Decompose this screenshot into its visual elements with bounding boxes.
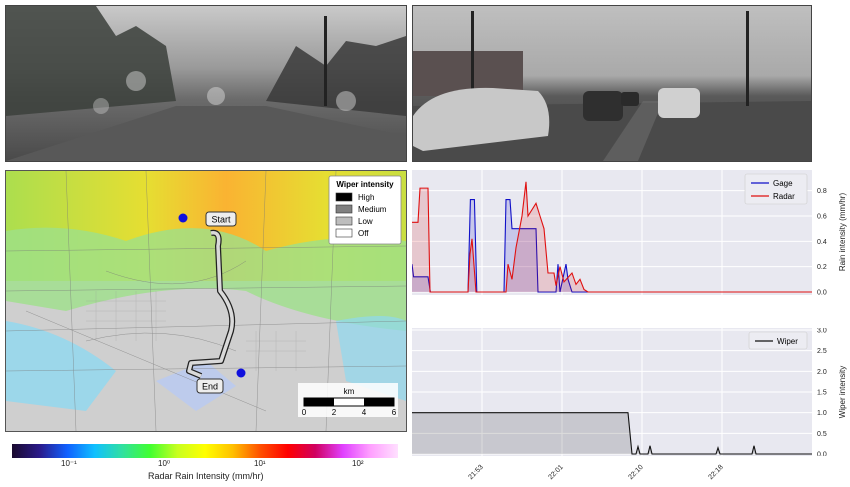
- rain-map: Start End km 0 2 4 6 Wiper intensity Hig…: [5, 170, 407, 432]
- dashcam-right-scene: [413, 11, 811, 161]
- y-tick-label: 1.0: [817, 410, 827, 417]
- rain-intensity-chart: Gage Radar: [412, 170, 812, 295]
- series-line-radar: [412, 181, 812, 293]
- dashcam-right-image: [412, 5, 812, 162]
- svg-text:End: End: [202, 382, 218, 392]
- y-tick-label: 0.2: [817, 264, 827, 271]
- rain-legend: Gage Radar: [744, 173, 808, 205]
- end-label: End: [196, 378, 224, 394]
- map-canvas: Start End km 0 2 4 6 Wiper intensity Hig…: [6, 171, 406, 431]
- series-line-wiper: [412, 412, 812, 455]
- time-xaxis: 21:53 22:01 22:10 22:18: [467, 464, 724, 481]
- y-tick-label: 0.6: [817, 214, 827, 221]
- wiper-yaxis: 0.0 0.5 1.0 1.5 2.0 2.5 3.0 Wiper intensity: [817, 328, 847, 457]
- colorbar-label: Radar Rain Intensity (mm/hr): [148, 471, 264, 481]
- svg-text:Off: Off: [358, 229, 369, 238]
- y-tick-label: 0.5: [817, 431, 827, 438]
- svg-text:Start: Start: [211, 215, 231, 225]
- route-line: [187, 231, 234, 378]
- x-tick-label: 22:01: [547, 464, 564, 481]
- y-tick-label: 2.0: [817, 369, 827, 376]
- svg-text:4: 4: [362, 408, 367, 417]
- radar-colorbar: [12, 444, 398, 458]
- svg-text:Medium: Medium: [358, 205, 387, 214]
- wiper-legend: Wiper: [748, 331, 808, 350]
- x-tick-label: 22:18: [707, 464, 724, 481]
- y-tick-label: 1.5: [817, 390, 827, 397]
- colorbar-tick: 10⁻¹: [61, 459, 77, 468]
- dashcam-left-image: [5, 5, 407, 162]
- svg-text:High: High: [358, 193, 374, 202]
- legend-radar-label: Radar: [773, 192, 795, 201]
- gage-marker-south: [236, 368, 246, 378]
- legend-wiper-label: Wiper: [777, 337, 798, 346]
- start-label: Start: [205, 211, 237, 227]
- colorbar-tick: 10⁰: [158, 459, 171, 468]
- dashcam-left-scene: [6, 6, 406, 161]
- y-tick-label: 0.0: [817, 452, 827, 457]
- scale-bar: km 0 2 4 6: [298, 383, 398, 417]
- y-tick-label: 0.0: [817, 290, 827, 296]
- svg-text:Wiper intensity: Wiper intensity: [336, 180, 394, 189]
- y-tick-label: 3.0: [817, 328, 827, 335]
- series-area-wiper: [412, 412, 812, 454]
- colorbar-tick: 10²: [352, 459, 364, 468]
- wiper-ylabel: Wiper intensity: [838, 366, 847, 418]
- rain-yaxis: 0.0 0.2 0.4 0.6 0.8 Rain intensity (mm/hr): [817, 188, 847, 296]
- svg-text:Low: Low: [358, 217, 373, 226]
- x-tick-label: 22:10: [627, 464, 644, 481]
- svg-text:km: km: [344, 387, 355, 396]
- svg-text:6: 6: [392, 408, 397, 417]
- svg-text:0: 0: [302, 408, 307, 417]
- map-legend: Wiper intensity High Medium Low Off: [328, 175, 402, 245]
- rain-ylabel: Rain intensity (mm/hr): [838, 193, 847, 272]
- x-tick-label: 21:53: [467, 464, 484, 481]
- y-tick-label: 0.4: [817, 239, 827, 246]
- svg-text:2: 2: [332, 408, 337, 417]
- legend-gage-label: Gage: [773, 179, 793, 188]
- gage-marker-north: [178, 213, 188, 223]
- y-tick-label: 2.5: [817, 348, 827, 355]
- colorbar-tick: 10¹: [254, 459, 266, 468]
- wiper-intensity-chart: Wiper: [412, 328, 812, 456]
- y-tick-label: 0.8: [817, 188, 827, 195]
- series-area-gage: [412, 199, 812, 292]
